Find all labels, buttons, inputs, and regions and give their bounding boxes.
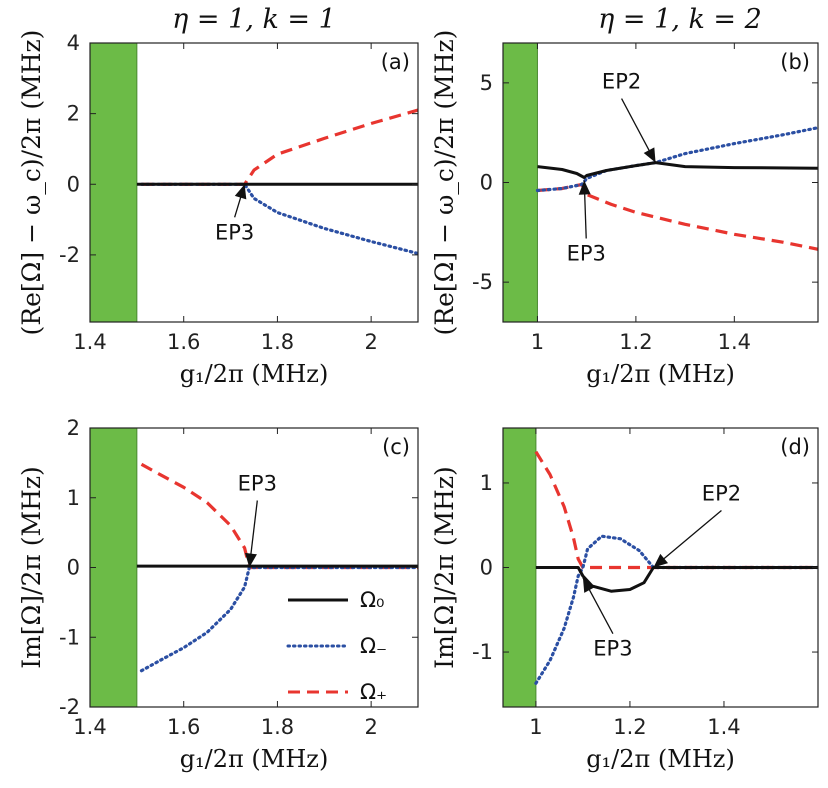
annotation-label-ep2: EP2 <box>702 482 741 506</box>
x-tick-label: 2 <box>364 715 377 739</box>
panel-c: 1.4 1.6 1.8 2 2 1 0 -1 -2 g₁/2π (MHz) Im[Ω]/2π (MH… <box>17 416 419 773</box>
x-tick-label: 1.6 <box>167 330 200 354</box>
panel-tag: (a) <box>381 50 410 74</box>
legend-label-omega0: Ω₀ <box>360 588 384 612</box>
x-tick-label: 1 <box>531 330 544 354</box>
y-tick-label: 2 <box>67 102 80 126</box>
x-tick-label: 1.4 <box>718 330 751 354</box>
y-tick-label: 1 <box>67 486 80 510</box>
series-omega0 <box>535 566 818 593</box>
y-tick-label: -2 <box>59 695 80 719</box>
panels: 1.4 1.6 1.8 2 4 2 0 -2 g₁/2π (MHz) (Re[Ω] − ω_c)/… <box>17 30 819 773</box>
y-axis-label: (Re[Ω] − ω_c)/2π (MHz) <box>430 30 459 336</box>
y-tick-label: 1 <box>480 471 493 495</box>
y-axis-label: (Re[Ω] − ω_c)/2π (MHz) <box>17 30 46 336</box>
x-tick-label: 1.4 <box>73 715 106 739</box>
legend-label-omega-plus: Ω₊ <box>360 680 387 704</box>
legend-label-omega-minus: Ω₋ <box>360 634 387 658</box>
y-tick-label: 0 <box>67 556 80 580</box>
x-tick-label: 1.4 <box>707 715 740 739</box>
y-tick-label: -5 <box>472 270 493 294</box>
y-axis-label: Im[Ω]/2π (MHz) <box>17 466 46 669</box>
annotation-arrow-head <box>578 180 591 195</box>
series-omega0 <box>537 161 818 179</box>
annotation-arrow-head <box>653 553 669 568</box>
y-tick-label: -1 <box>472 640 493 664</box>
annotation-label-ep3: EP3 <box>238 472 277 496</box>
x-axis-label: g₁/2π (MHz) <box>586 360 735 388</box>
legend: Ω₀ Ω₋ Ω₊ <box>286 588 387 704</box>
panel-d: 1 1.2 1.4 1 0 -1 g₁/2π (MHz) Im[Ω]/2π (MHz) (d) E… <box>430 427 819 773</box>
y-tick-label: 5 <box>480 71 493 95</box>
annotation-arrow-shaft <box>653 510 722 568</box>
annotation-arrow-head <box>643 147 656 163</box>
x-axis-label: g₁/2π (MHz) <box>586 745 735 773</box>
panel-tag: (c) <box>382 435 410 459</box>
plot-area <box>90 43 418 322</box>
y-tick-label: 0 <box>480 171 493 195</box>
annotation-label-ep2: EP2 <box>602 70 641 94</box>
panel-b: 1 1.2 1.4 5 0 -5 g₁/2π (MHz) (Re[Ω] − ω_c)/2π (… <box>430 30 819 388</box>
shaded-region <box>89 42 138 323</box>
series-omega-minus <box>139 565 418 673</box>
x-axis-label: g₁/2π (MHz) <box>180 745 329 773</box>
x-tick-label: 1.8 <box>261 715 294 739</box>
annotation-arrow-head <box>245 552 257 568</box>
annotation-label-ep3: EP3 <box>567 242 606 266</box>
panel-a: 1.4 1.6 1.8 2 4 2 0 -2 g₁/2π (MHz) (Re[Ω] − ω_c)/… <box>17 30 419 388</box>
y-tick-label: 0 <box>480 556 493 580</box>
x-tick-label: 1.4 <box>73 330 106 354</box>
x-tick-label: 1.8 <box>261 330 294 354</box>
x-tick-label: 1 <box>529 715 542 739</box>
annotation-arrow-head <box>234 184 247 200</box>
series-omega-plus <box>537 182 818 251</box>
x-tick-label: 1.6 <box>167 715 200 739</box>
y-tick-label: -1 <box>59 625 80 649</box>
x-axis-label: g₁/2π (MHz) <box>180 360 329 388</box>
panel-tag: (b) <box>780 50 810 74</box>
y-tick-label: 2 <box>67 416 80 440</box>
column-title-right: η = 1, k = 2 <box>598 4 762 35</box>
plot-area <box>503 43 818 322</box>
shaded-region <box>89 427 138 708</box>
annotation-arrow-head <box>582 577 595 593</box>
y-tick-label: 0 <box>67 172 80 196</box>
y-axis-label: Im[Ω]/2π (MHz) <box>430 466 459 669</box>
annotation-label-ep3: EP3 <box>593 637 632 661</box>
annotation-label-ep3: EP3 <box>215 220 254 244</box>
x-tick-label: 1.2 <box>619 330 652 354</box>
x-tick-label: 1.2 <box>613 715 646 739</box>
column-title-left: η = 1, k = 1 <box>172 4 336 35</box>
y-tick-label: -2 <box>59 243 80 267</box>
axes-frame <box>89 42 419 323</box>
panel-tag: (d) <box>780 435 810 459</box>
x-tick-label: 2 <box>364 330 377 354</box>
series-omega-minus <box>534 534 818 685</box>
y-tick-label: 4 <box>67 31 80 55</box>
